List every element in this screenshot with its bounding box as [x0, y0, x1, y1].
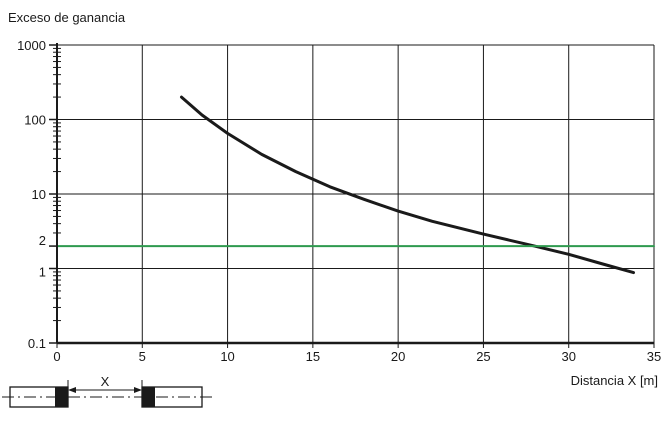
y-axis-title: Exceso de ganancia — [8, 10, 126, 25]
y-tick-label: 2 — [39, 233, 46, 248]
sensor-diagram: X — [2, 374, 215, 407]
x-tick-label: 30 — [561, 349, 575, 364]
x-axis-title: Distancia X [m] — [571, 373, 658, 388]
y-tick-label: 100 — [24, 113, 46, 128]
x-tick-label: 25 — [476, 349, 490, 364]
x-tick-labels: 0 5 10 15 20 25 30 35 — [53, 349, 661, 364]
x-tick-label: 20 — [391, 349, 405, 364]
x-tick-label: 0 — [53, 349, 60, 364]
y-tick-labels: 0.1 1 2 10 100 1000 — [17, 38, 46, 351]
y-tick-label: 1000 — [17, 38, 46, 53]
x-tick-label: 10 — [220, 349, 234, 364]
x-tick-label: 5 — [139, 349, 146, 364]
x-tick-label: 35 — [647, 349, 661, 364]
series-layer — [57, 97, 654, 273]
y-tick-label: 10 — [32, 187, 46, 202]
y-tick-label: 1 — [39, 265, 46, 280]
y-tick-label: 0.1 — [28, 336, 46, 351]
x-tick-label: 15 — [306, 349, 320, 364]
distance-label: X — [101, 374, 110, 389]
dimension-arrow-left — [68, 387, 76, 393]
grid-lines — [57, 45, 654, 343]
dimension-arrow-right — [134, 387, 142, 393]
